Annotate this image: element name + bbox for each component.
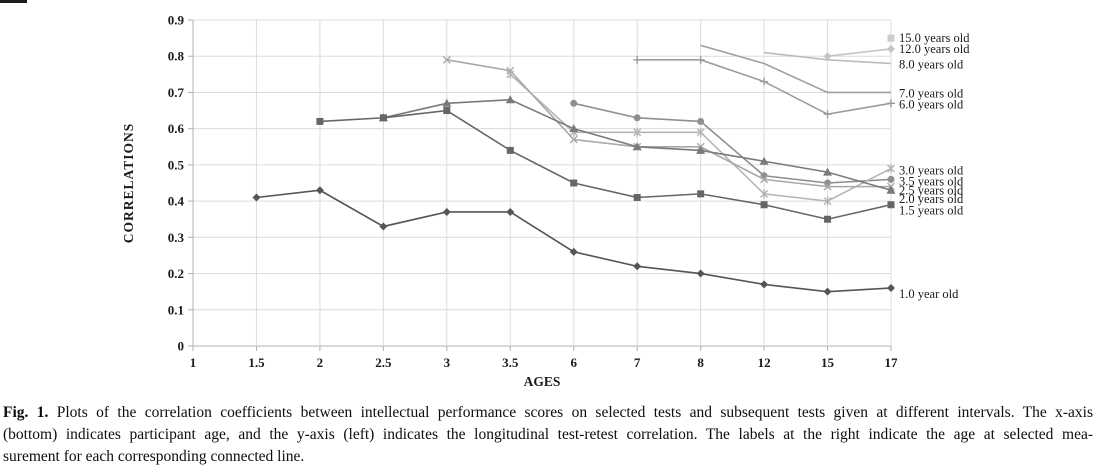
y-tick-label: 0.7	[168, 85, 185, 100]
y-tick-label: 0.3	[168, 230, 185, 245]
x-tick-label: 17	[885, 355, 899, 370]
marker-square	[316, 117, 324, 125]
marker-diamond	[379, 222, 388, 231]
marker-diamond	[887, 284, 895, 293]
series-label: 2.0 years old	[899, 192, 964, 206]
y-tick-label: 0.2	[168, 266, 184, 281]
marker-diamond	[696, 269, 705, 278]
series-label: 15.0 years old	[899, 31, 970, 45]
marker-circle	[633, 114, 641, 122]
series-label: 1.0 year old	[899, 287, 959, 301]
marker-square	[887, 34, 895, 42]
correlation-line-chart: 0 0.1 0.2 0.3 0.4 0.5 0.6 0.7 0.8 0.9 1 1.5 2 2.5 3 3.5…	[121, 13, 970, 390]
marker-square	[760, 201, 768, 209]
x-axis-title: AGES	[524, 374, 561, 389]
marker-square	[633, 193, 641, 201]
marker-square	[506, 146, 514, 154]
marker-square	[443, 107, 451, 115]
y-tick-label: 0.4	[168, 194, 185, 209]
series-label: 7.0 years old	[899, 86, 964, 100]
marker-diamond	[633, 262, 642, 271]
x-tick-label: 2.5	[375, 355, 392, 370]
marker-square	[697, 190, 705, 198]
series-line	[827, 48, 892, 58]
x-tick-label: 6	[570, 355, 577, 370]
marker-square	[824, 215, 832, 223]
y-tick-label: 0.9	[168, 13, 185, 28]
x-tick-label: 3	[444, 355, 451, 370]
series-line	[764, 51, 892, 65]
marker-diamond	[760, 280, 769, 289]
marker-diamond	[823, 52, 832, 61]
y-tick-label: 0.1	[168, 302, 184, 317]
y-tick-label: 0.5	[168, 157, 185, 172]
marker-diamond	[252, 193, 261, 202]
marker-triangle	[442, 98, 452, 107]
caption-line-1: Fig. 1. Plots of the correlation coeffic…	[3, 402, 1093, 424]
marker-circle	[570, 99, 578, 107]
marker-square	[887, 201, 895, 209]
series-line	[700, 44, 891, 94]
figure-caption: Fig. 1. Plots of the correlation coeffic…	[0, 400, 1096, 468]
series-label: 12.0 years old	[899, 42, 970, 56]
caption-fig-label: Fig. 1.	[3, 404, 49, 421]
marker-square	[570, 179, 578, 187]
marker-diamond	[569, 247, 578, 256]
y-tick-label: 0.6	[168, 121, 185, 136]
page-corner-mark	[0, 0, 27, 3]
marker-square	[379, 114, 387, 122]
marker-triangle	[823, 167, 833, 176]
series-line	[446, 59, 891, 188]
marker-circle	[824, 179, 832, 187]
marker-diamond	[887, 44, 895, 53]
x-tick-label: 12	[758, 355, 771, 370]
marker-x	[442, 55, 451, 64]
marker-triangle	[569, 124, 579, 133]
marker-x	[823, 182, 832, 191]
series-label: 3.0 years old	[899, 164, 964, 178]
figure-chart: 0 0.1 0.2 0.3 0.4 0.5 0.6 0.7 0.8 0.9 1 1.5 2 2.5 3 3.5…	[121, 13, 970, 390]
x-tick-label: 8	[697, 355, 704, 370]
y-axis-title: CORRELATIONS	[121, 123, 136, 244]
marker-circle	[697, 117, 705, 125]
series-label: 8.0 years old	[899, 57, 964, 71]
marker-x	[760, 175, 769, 184]
series-line	[319, 109, 892, 221]
series-label: 1.5 years old	[899, 204, 964, 218]
caption-line-2: (bottom) indicates participant age, and …	[3, 426, 1093, 443]
x-tick-label: 15	[821, 355, 835, 370]
marker-circle	[887, 175, 895, 183]
marker-x	[569, 135, 578, 144]
series-label: 2.5 years old	[899, 184, 964, 198]
marker-x	[506, 66, 515, 75]
marker-diamond	[442, 207, 451, 216]
x-tick-label: 2	[317, 355, 324, 370]
marker-diamond	[315, 186, 324, 195]
series-line	[573, 102, 892, 184]
caption-line-3: surement for each corresponding connecte…	[3, 448, 305, 465]
marker-triangle	[759, 156, 769, 165]
series-label: 6.0 years old	[899, 97, 964, 111]
marker-diamond	[506, 207, 515, 216]
x-tick-label: 3.5	[502, 355, 519, 370]
series-label: 3.5 years old	[899, 174, 964, 188]
marker-triangle	[886, 185, 896, 194]
marker-triangle	[505, 95, 515, 104]
marker-triangle	[696, 145, 706, 154]
x-tick-label: 1.5	[248, 355, 265, 370]
caption-text-1: Plots of the correlation coefficients be…	[48, 404, 1093, 421]
marker-diamond	[823, 287, 832, 296]
marker-triangle	[632, 142, 642, 151]
y-tick-label: 0	[178, 339, 185, 354]
y-tick-label: 0.8	[168, 49, 185, 64]
x-tick-label: 1	[190, 355, 197, 370]
x-tick-label: 7	[634, 355, 641, 370]
